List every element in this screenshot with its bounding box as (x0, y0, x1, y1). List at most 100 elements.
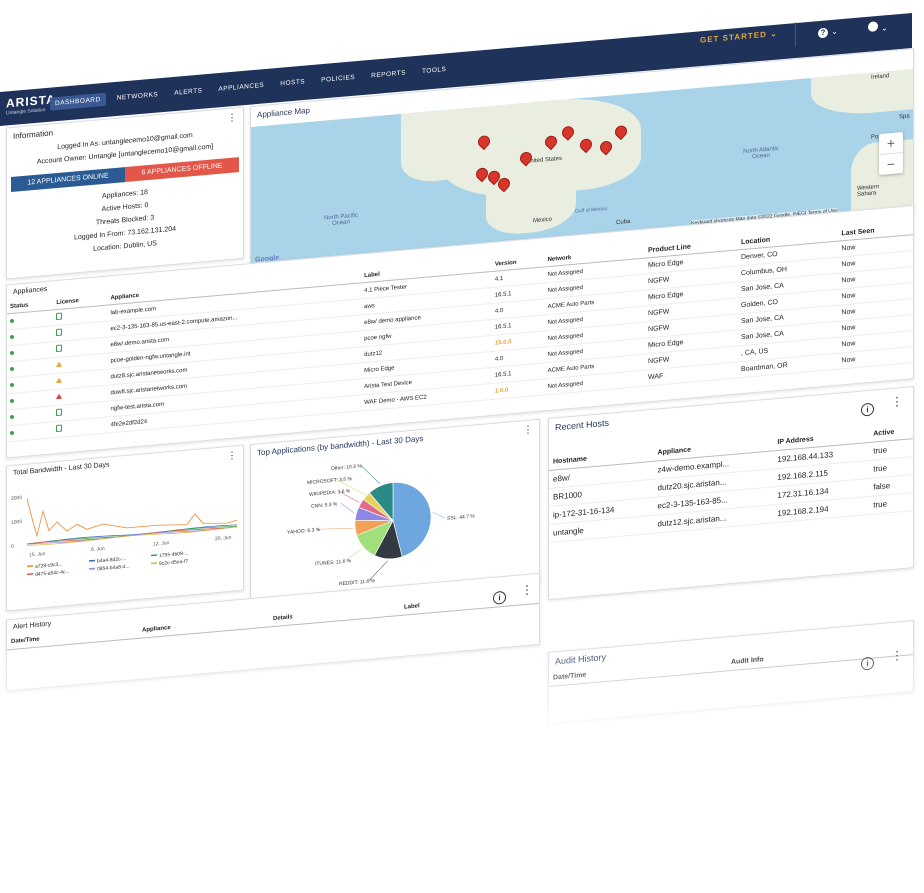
more-vertical-icon[interactable]: ⋮ (523, 424, 533, 437)
pie-label: SSL: 44.7 % (447, 513, 475, 521)
nav-item-dashboard[interactable]: DASHBOARD (50, 92, 106, 111)
pie-label: MICROSOFT: 3.5 % (307, 476, 352, 486)
hosts-more-button[interactable]: ⋮ (891, 394, 903, 409)
nav-item-reports[interactable]: REPORTS (371, 69, 406, 80)
pie-label: Other: 10.3 % (331, 463, 362, 472)
x-tick-label: 15. Jun (29, 551, 46, 558)
legend-item[interactable]: 1755-4b08-... (159, 550, 189, 559)
license-warning-icon (56, 361, 63, 368)
status-online-icon (10, 414, 14, 419)
get-started-button[interactable]: GET STARTED ⌄ (700, 28, 778, 45)
pie-slice[interactable] (369, 482, 394, 523)
alerts-more-button[interactable]: ⋮ (521, 582, 533, 597)
pie-leader-line (340, 502, 355, 514)
pie-leader-line (344, 548, 363, 562)
help-circle-icon: ? (818, 27, 828, 39)
info-icon: i (861, 402, 874, 417)
brand-logo: ARISTA Untangle Solution (6, 92, 56, 117)
map-zoom-controls: + − (879, 131, 903, 176)
pie-label: YAHOO: 6.3 % (287, 527, 321, 536)
hosts-info-button[interactable]: i (861, 399, 874, 418)
top-applications-card: Top Applications (by bandwidth) - Last 3… (250, 418, 540, 611)
x-tick-label: 20. Jun (215, 535, 232, 542)
license-warning-icon (56, 377, 63, 384)
nav-item-tools[interactable]: TOOLS (421, 65, 447, 76)
y-tick-label: 2000 (11, 495, 22, 502)
x-tick-label: 6. Jun (91, 546, 105, 553)
status-online-icon (10, 318, 14, 323)
nav-item-hosts[interactable]: HOSTS (280, 78, 306, 88)
pie-leader-line (368, 560, 388, 581)
chevron-down-icon: ⌄ (881, 23, 888, 33)
more-vertical-icon[interactable]: ⋮ (227, 112, 237, 125)
information-card: Information ⋮ Logged In As: untanglecemo… (6, 106, 244, 280)
pie-leader-line (336, 479, 365, 495)
help-menu-button[interactable]: ? ⌄ (818, 25, 838, 39)
map-label-spain: Spa (899, 113, 910, 121)
legend-item[interactable]: a728-c9c3... (35, 562, 62, 570)
zoom-in-button[interactable]: + (886, 134, 896, 152)
license-ok-icon (56, 328, 63, 337)
bandwidth-series-line (26, 526, 238, 546)
info-icon: i (493, 590, 506, 605)
map-label-gulf: Gulf of Mexico (575, 205, 607, 215)
y-tick-label: 0 (11, 544, 14, 550)
legend-swatch (89, 559, 95, 562)
nav-item-policies[interactable]: POLICIES (321, 73, 356, 84)
map-label-north-pacific: North Pacific Ocean (323, 212, 358, 227)
x-tick-label: 12. Jun (153, 540, 170, 547)
legend-swatch (27, 573, 33, 576)
pie-leader-line (432, 512, 446, 519)
y-tick-label: 1000 (11, 519, 22, 526)
account-circle-icon (868, 21, 878, 33)
bandwidth-card: Total Bandwidth - Last 30 Days ⋮ 2000 100… (6, 444, 244, 612)
status-online-icon (10, 334, 14, 339)
zoom-out-button[interactable]: − (879, 151, 903, 176)
header-divider (795, 22, 796, 47)
pie-leader-line (338, 491, 360, 503)
reflection-fade (0, 640, 924, 893)
legend-item[interactable]: 9c2c-d5ea-f7 (159, 559, 188, 568)
appliances-online-badge[interactable]: 12 APPLIANCES ONLINE (11, 167, 125, 193)
recent-hosts-card: Recent Hosts i ⋮ Hostname Appliance IP Add… (548, 386, 914, 601)
pie-leader-line (360, 465, 381, 485)
status-online-icon (10, 366, 14, 371)
legend-item[interactable]: b4a4-8d2c-... (97, 556, 126, 565)
appliances-offline-badge[interactable]: 6 APPLIANCES OFFLINE (125, 157, 239, 183)
license-ok-icon (56, 344, 63, 353)
license-error-icon (56, 393, 63, 400)
status-online-icon (10, 382, 14, 387)
map-label-cuba: Cuba (616, 218, 631, 227)
bandwidth-series-line (26, 498, 238, 538)
alerts-info-button[interactable]: i (493, 587, 506, 606)
more-vertical-icon: ⋮ (521, 582, 533, 598)
legend-item[interactable]: 0854-b4a8-4... (97, 564, 129, 573)
cell-version: 1.0.0 (491, 378, 545, 400)
legend-swatch (151, 562, 157, 565)
nav-item-networks[interactable]: NETWORKS (116, 91, 159, 102)
status-online-icon (10, 350, 14, 355)
pie-label: WIKIPEDIA: 3.6 % (309, 488, 351, 498)
legend-swatch (27, 565, 33, 568)
legend-item[interactable]: d475-a54c-4c... (35, 569, 70, 578)
cell-active: true (869, 492, 913, 515)
status-online-icon (10, 398, 14, 403)
chevron-down-icon: ⌄ (831, 26, 838, 37)
legend-swatch (89, 567, 95, 570)
more-vertical-icon[interactable]: ⋮ (227, 450, 237, 463)
chevron-down-icon: ⌄ (770, 28, 778, 39)
status-online-icon (10, 430, 14, 435)
pie-label: CNN: 5.3 % (311, 501, 338, 509)
legend-swatch (151, 554, 157, 557)
bandwidth-series-line (26, 526, 238, 545)
nav-item-appliances[interactable]: APPLIANCES (218, 81, 265, 93)
bandwidth-line-chart: 2000 1000 0 15. Jun 6. Jun 12. Jun 20. Jun a728… (11, 495, 238, 578)
account-menu-button[interactable]: ⌄ (868, 20, 888, 35)
pie-slice[interactable] (392, 479, 432, 558)
license-ok-icon (56, 312, 63, 321)
more-vertical-icon: ⋮ (891, 393, 903, 410)
pie-label: REDDIT: 11.6 % (339, 578, 376, 587)
nav-item-alerts[interactable]: ALERTS (174, 87, 203, 97)
map-label-north-atlantic: North Atlantic Ocean (743, 145, 779, 161)
